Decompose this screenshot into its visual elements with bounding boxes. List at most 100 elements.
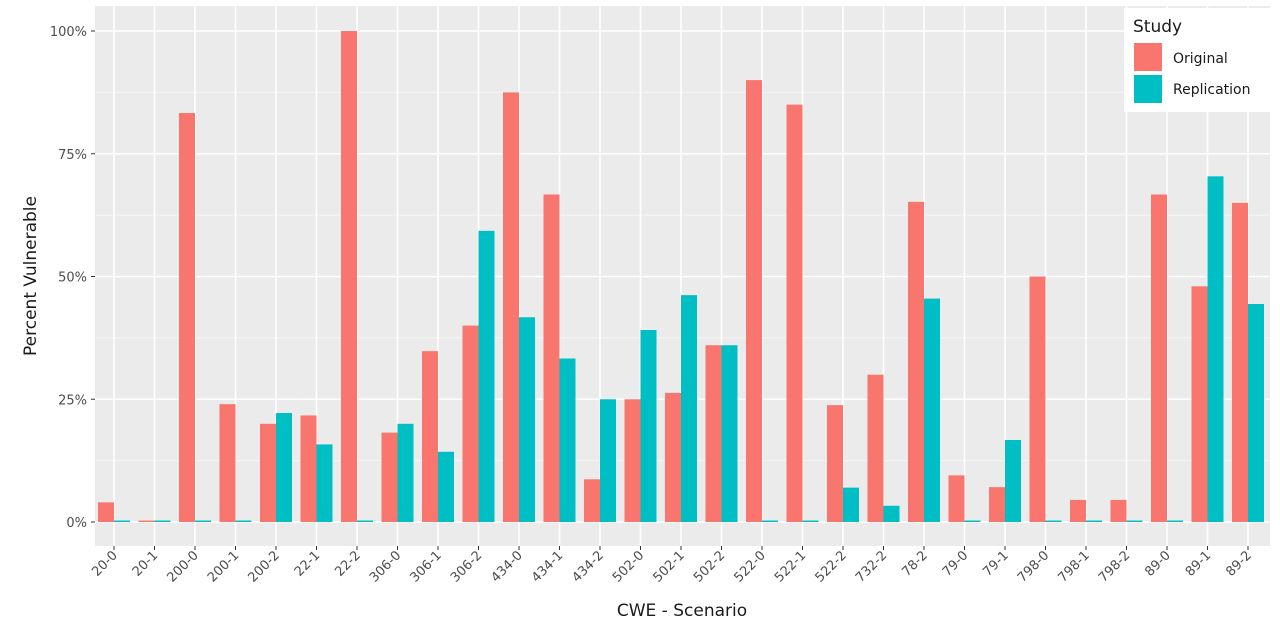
legend-label-original: Original [1173, 51, 1228, 67]
bar-original-20-0 [98, 502, 114, 522]
x-axis: 20-0 20-1 200-0 200-1 200-2 22-1 22-2 306-0 306-… [89, 546, 1255, 586]
x-tick-label: 306-2 [448, 548, 485, 585]
x-tick-label: 306-1 [408, 548, 445, 585]
x-tick-label: 798-1 [1056, 548, 1093, 585]
x-tick-label: 434-1 [529, 548, 566, 585]
bar-replication-522-2 [843, 487, 859, 522]
x-tick-label: 502-2 [691, 548, 728, 585]
bar-replication-79-1 [1005, 440, 1021, 522]
legend: Study Original Replication [1124, 8, 1270, 112]
bar-original-502-1 [665, 392, 681, 522]
bar-replication-306-1 [438, 451, 454, 522]
bar-replication-522-1 [802, 520, 819, 522]
x-tick-label: 22-2 [332, 548, 363, 579]
bar-replication-434-2 [600, 399, 616, 522]
x-tick-label: 798-0 [1015, 548, 1052, 585]
y-tick-label: 25% [58, 393, 87, 408]
bar-original-78-2 [908, 201, 924, 523]
legend-label-replication: Replication [1173, 82, 1250, 98]
bar-original-522-2 [827, 405, 843, 522]
bar-replication-502-0 [640, 330, 657, 522]
bar-original-306-2 [462, 325, 479, 522]
x-tick-label: 200-1 [205, 548, 242, 585]
bar-original-502-0 [624, 399, 641, 522]
bar-replication-306-2 [478, 230, 495, 522]
x-tick-label: 732-2 [853, 548, 890, 585]
bar-original-89-2 [1232, 202, 1248, 522]
bar-replication-20-0 [114, 520, 130, 522]
bar-replication-20-1 [154, 520, 171, 522]
legend-key-replication [1134, 75, 1162, 103]
bar-original-732-2 [867, 374, 884, 522]
x-tick-label: 22-1 [292, 548, 323, 579]
y-tick-label: 0% [66, 516, 87, 531]
bar-replication-89-0 [1167, 520, 1183, 522]
bar-original-434-1 [543, 194, 560, 523]
bar-original-798-0 [1029, 276, 1046, 522]
bar-replication-502-1 [681, 295, 697, 522]
bar-replication-306-0 [397, 423, 414, 522]
x-tick-label: 20-0 [89, 548, 120, 579]
x-tick-label: 798-2 [1096, 548, 1133, 585]
bar-original-22-1 [300, 415, 317, 522]
bar-replication-79-0 [964, 520, 981, 522]
x-tick-label: 434-0 [489, 548, 526, 585]
x-tick-label: 89-0 [1142, 548, 1173, 579]
x-tick-label: 200-2 [246, 548, 283, 585]
bar-replication-798-2 [1126, 520, 1143, 522]
y-tick-label: 75% [58, 148, 87, 163]
bar-original-434-0 [503, 92, 519, 522]
bar-original-502-2 [705, 345, 722, 522]
x-tick-label: 79-1 [980, 548, 1011, 579]
y-axis: 0% 25% 50% 75% 100% [50, 25, 95, 531]
legend-key-original [1134, 43, 1162, 71]
x-tick-label: 79-0 [940, 548, 971, 579]
bar-replication-22-2 [357, 520, 373, 522]
bar-replication-78-2 [924, 298, 940, 522]
x-tick-label: 522-0 [732, 548, 769, 585]
x-tick-label: 78-2 [899, 548, 930, 579]
x-tick-label: 306-0 [367, 548, 404, 585]
x-tick-label: 89-2 [1223, 548, 1254, 579]
bar-original-79-1 [989, 487, 1005, 522]
x-tick-label: 502-1 [651, 548, 688, 585]
x-axis-title: CWE - Scenario [617, 601, 747, 621]
bar-original-798-2 [1110, 499, 1127, 522]
legend-title: Study [1133, 17, 1182, 37]
bar-replication-200-1 [235, 520, 252, 522]
bar-replication-200-0 [195, 520, 211, 522]
x-tick-label: 200-0 [165, 548, 202, 585]
bar-replication-434-0 [519, 317, 535, 522]
bar-original-20-1 [138, 520, 155, 522]
bars [98, 31, 1264, 523]
bar-replication-89-2 [1248, 303, 1264, 522]
bar-original-79-0 [948, 475, 965, 522]
bar-original-200-1 [219, 404, 236, 522]
y-tick-label: 100% [50, 25, 87, 40]
bar-replication-502-2 [721, 345, 738, 522]
bar-original-522-1 [786, 104, 803, 523]
bar-original-798-1 [1070, 499, 1086, 522]
bar-replication-89-1 [1207, 176, 1224, 522]
bar-original-522-0 [746, 80, 762, 522]
bar-replication-22-1 [316, 444, 333, 522]
bar-replication-200-2 [276, 412, 292, 522]
x-tick-label: 502-0 [610, 548, 647, 585]
bar-original-434-2 [584, 479, 600, 522]
bar-original-89-1 [1191, 286, 1208, 522]
bar-original-306-0 [381, 432, 398, 522]
bar-replication-434-1 [559, 358, 576, 522]
bar-replication-798-0 [1045, 520, 1062, 522]
y-tick-label: 50% [58, 271, 87, 286]
bar-original-200-2 [260, 423, 276, 522]
bar-replication-522-0 [762, 520, 778, 522]
x-tick-label: 89-1 [1183, 548, 1214, 579]
bar-replication-798-1 [1086, 520, 1102, 522]
x-tick-label: 522-1 [772, 548, 809, 585]
x-tick-label: 522-2 [813, 548, 850, 585]
x-tick-label: 434-2 [570, 548, 607, 585]
bar-original-22-2 [341, 31, 357, 522]
bar-replication-732-2 [883, 505, 900, 522]
bar-original-200-0 [179, 112, 195, 522]
